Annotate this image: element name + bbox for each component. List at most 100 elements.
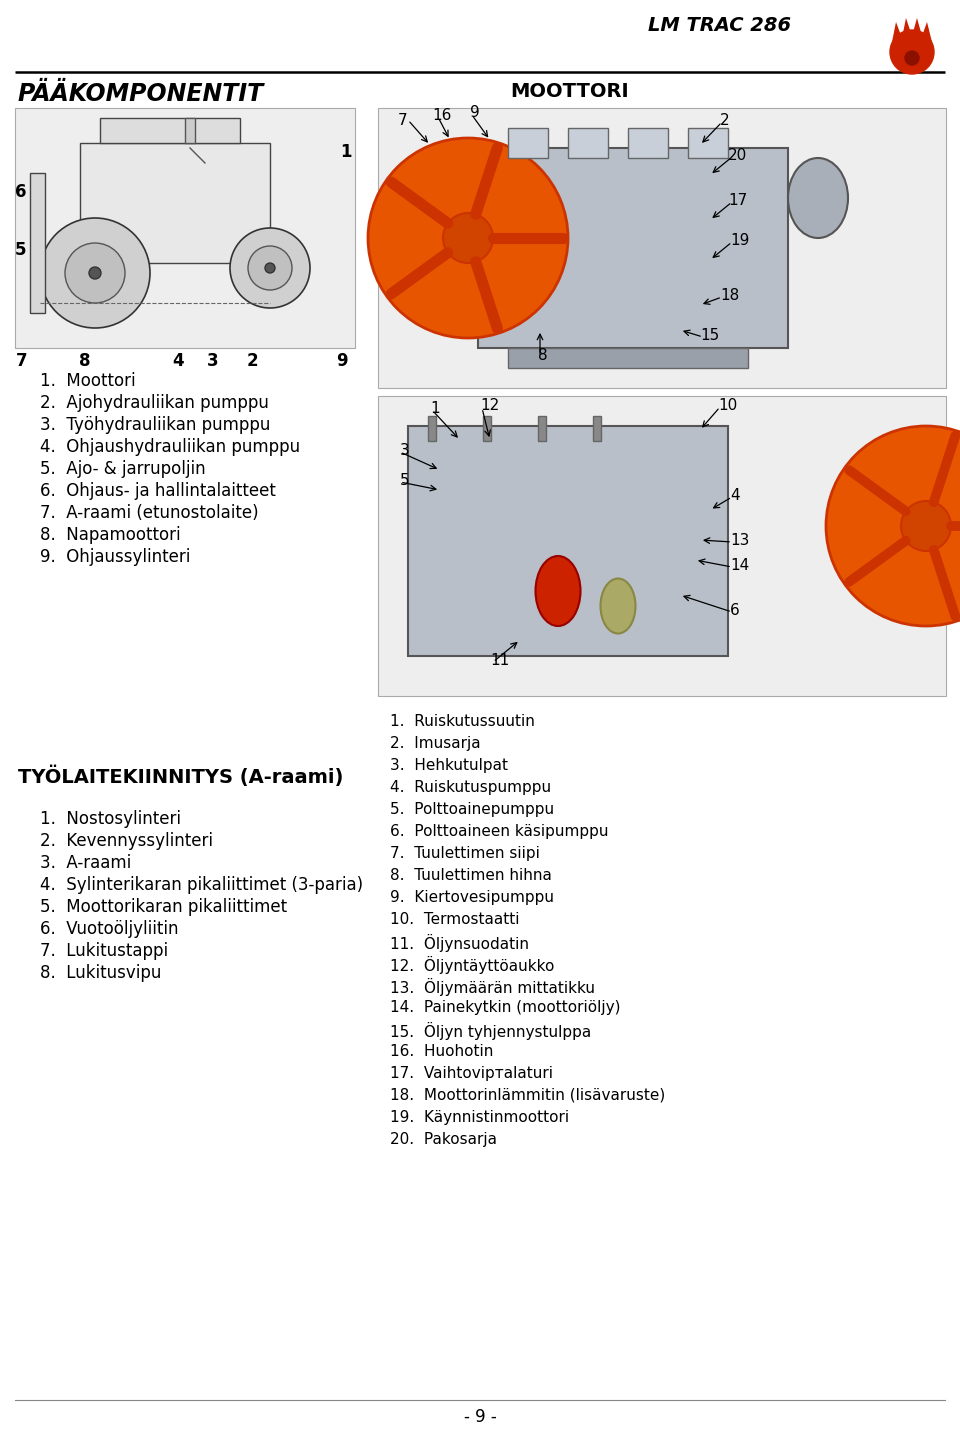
Text: 5.  Polttoainepumppu: 5. Polttoainepumppu (390, 802, 554, 817)
Circle shape (368, 139, 568, 339)
Text: 2: 2 (246, 352, 258, 370)
Text: 8: 8 (538, 347, 547, 363)
Polygon shape (892, 19, 932, 41)
Text: 6.  Ohjaus- ja hallintalaitteet: 6. Ohjaus- ja hallintalaitteet (40, 482, 276, 500)
Text: 1.  Ruiskutussuutin: 1. Ruiskutussuutin (390, 714, 535, 729)
Circle shape (248, 246, 292, 290)
Text: 7.  A-raami (etunostolaite): 7. A-raami (etunostolaite) (40, 504, 258, 522)
Text: 18: 18 (720, 287, 739, 303)
Bar (538, 416, 546, 442)
Bar (378, 396, 946, 696)
Text: LM TRAC 286: LM TRAC 286 (648, 16, 791, 34)
Text: MOOTTORI: MOOTTORI (510, 81, 629, 101)
Text: 6: 6 (730, 603, 740, 617)
Text: 3.  Työhydrauliikan pumppu: 3. Työhydrauliikan pumppu (40, 416, 271, 434)
Text: 5: 5 (15, 242, 27, 259)
Bar (483, 416, 491, 442)
Text: 8: 8 (80, 352, 91, 370)
Text: 9.  Ohjaussylinteri: 9. Ohjaussylinteri (40, 547, 190, 566)
Text: 13: 13 (730, 533, 750, 547)
Text: 9.  Kiertovesipumppu: 9. Kiertovesipumppu (390, 890, 554, 905)
Text: 2.  Ajohydrauliikan pumppu: 2. Ajohydrauliikan pumppu (40, 394, 269, 412)
Text: 1: 1 (430, 400, 440, 416)
Text: 11.  Öljynsuodatin: 11. Öljynsuodatin (390, 935, 529, 952)
Circle shape (901, 502, 951, 552)
Bar (428, 416, 436, 442)
Text: 4.  Ohjaushydrauliikan pumppu: 4. Ohjaushydrauliikan pumppu (40, 439, 300, 456)
Text: 7: 7 (16, 352, 28, 370)
Text: 4: 4 (172, 352, 183, 370)
Text: PÄÄKOMPONENTIT: PÄÄKOMPONENTIT (18, 81, 264, 106)
Circle shape (890, 30, 934, 74)
Text: 8.  Lukitusvipu: 8. Lukitusvipu (40, 965, 161, 982)
Text: 19.  Käynnistinmoottori: 19. Käynnistinmoottori (390, 1110, 569, 1125)
Text: 6.  Vuotoöljyliitin: 6. Vuotoöljyliitin (40, 920, 179, 937)
Text: 9: 9 (336, 352, 348, 370)
Text: 4.  Ruiskutuspumppu: 4. Ruiskutuspumppu (390, 780, 551, 795)
Circle shape (826, 426, 960, 626)
Ellipse shape (536, 556, 581, 626)
Text: 2: 2 (720, 113, 730, 127)
Bar (478, 149, 788, 349)
Bar (568, 129, 608, 159)
Circle shape (65, 243, 125, 303)
Text: 5.  Ajo- & jarrupoljin: 5. Ajo- & jarrupoljin (40, 460, 205, 477)
Polygon shape (100, 119, 240, 143)
Text: TYÖLAITEKIINNITYS (A-raami): TYÖLAITEKIINNITYS (A-raami) (18, 766, 344, 787)
Text: 8.  Napamoottori: 8. Napamoottori (40, 526, 180, 544)
Text: 4.  Sylinterikaran pikaliittimet (3-paria): 4. Sylinterikaran pikaliittimet (3-paria… (40, 876, 363, 895)
Text: 10.  Termostaatti: 10. Termostaatti (390, 912, 519, 927)
Text: 16.  Huohotin: 16. Huohotin (390, 1045, 493, 1059)
Text: 3: 3 (207, 352, 219, 370)
Text: 4: 4 (730, 487, 739, 503)
Text: 1: 1 (340, 143, 351, 161)
Circle shape (905, 51, 919, 64)
Text: 17: 17 (728, 193, 747, 207)
Text: 17.  Vaihtoviртalaturi: 17. Vaihtoviртalaturi (390, 1066, 553, 1080)
Circle shape (40, 219, 150, 329)
Bar (185, 119, 195, 143)
Text: 7.  Lukitustappi: 7. Lukitustappi (40, 942, 168, 960)
Text: 12: 12 (480, 397, 499, 413)
Text: - 9 -: - 9 - (464, 1408, 496, 1426)
Text: 7: 7 (398, 113, 408, 127)
Text: 19: 19 (730, 233, 750, 247)
Ellipse shape (601, 579, 636, 633)
Text: 1.  Nostosylinteri: 1. Nostosylinteri (40, 810, 181, 827)
Text: 12.  Öljyntäyttöaukko: 12. Öljyntäyttöaukko (390, 956, 554, 975)
Text: 18.  Moottorinlämmitin (lisävaruste): 18. Moottorinlämmitin (lisävaruste) (390, 1087, 665, 1103)
Text: 3.  Hehkutulpat: 3. Hehkutulpat (390, 757, 508, 773)
Text: 3: 3 (400, 443, 410, 457)
Text: 20: 20 (728, 147, 747, 163)
Circle shape (443, 213, 493, 263)
Bar (593, 416, 601, 442)
Bar (15, 109, 355, 349)
Text: 15: 15 (700, 327, 719, 343)
Bar (80, 143, 270, 263)
Bar (688, 129, 728, 159)
Bar (378, 109, 946, 389)
Text: 14.  Painekytkin (moottoriöljy): 14. Painekytkin (moottoriöljy) (390, 1000, 620, 1015)
Text: 15.  Öljyn tyhjennystulppa: 15. Öljyn tyhjennystulppa (390, 1022, 591, 1040)
Bar (508, 129, 548, 159)
Text: 3.  A-raami: 3. A-raami (40, 855, 132, 872)
Text: 6.  Polttoaineen käsipumppu: 6. Polttoaineen käsipumppu (390, 825, 609, 839)
Bar (408, 426, 728, 656)
Circle shape (265, 263, 275, 273)
Text: 8.  Tuulettimen hihna: 8. Tuulettimen hihna (390, 867, 552, 883)
Bar (508, 349, 748, 369)
Text: 16: 16 (432, 107, 451, 123)
Text: 1.  Moottori: 1. Moottori (40, 372, 135, 390)
Text: 13.  Öljymäärän mittatikku: 13. Öljymäärän mittatikku (390, 977, 595, 996)
Text: 2.  Imusarja: 2. Imusarja (390, 736, 481, 752)
Text: 20.  Pakosarja: 20. Pakosarja (390, 1132, 497, 1147)
Polygon shape (30, 173, 45, 313)
Text: 5: 5 (400, 473, 410, 487)
Circle shape (230, 229, 310, 309)
Text: 10: 10 (718, 397, 737, 413)
Circle shape (89, 267, 101, 279)
Bar (628, 129, 668, 159)
Ellipse shape (788, 159, 848, 239)
Text: 9: 9 (470, 104, 480, 120)
Text: 6: 6 (15, 183, 27, 201)
